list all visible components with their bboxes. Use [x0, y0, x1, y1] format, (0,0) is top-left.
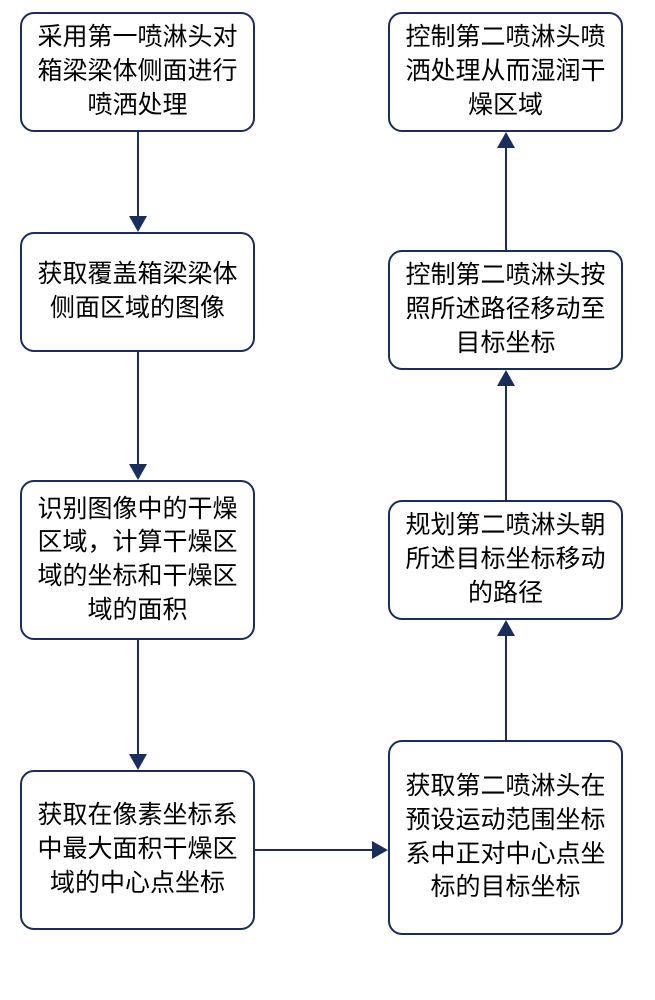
arrow-head-icon — [497, 132, 515, 148]
node-label: 控制第二喷淋头喷洒处理从而湿润干燥区域 — [400, 21, 611, 122]
node-label: 获取第二喷淋头在预设运动范围坐标系中正对中心点坐标的目标坐标 — [400, 770, 611, 905]
edge-line — [137, 132, 139, 216]
flowchart-node: 控制第二喷淋头按照所述路径移动至目标坐标 — [388, 250, 623, 370]
flowchart-node: 控制第二喷淋头喷洒处理从而湿润干燥区域 — [388, 12, 623, 132]
node-label: 采用第一喷淋头对箱梁梁体侧面进行喷洒处理 — [32, 21, 243, 122]
arrow-head-icon — [372, 841, 388, 859]
arrow-head-icon — [129, 754, 147, 770]
arrow-head-icon — [129, 216, 147, 232]
edge-line — [137, 352, 139, 464]
edge-line — [505, 636, 507, 740]
node-label: 控制第二喷淋头按照所述路径移动至目标坐标 — [400, 259, 611, 360]
edge-line — [505, 148, 507, 250]
flowchart-node: 获取在像素坐标系中最大面积干燥区域的中心点坐标 — [20, 770, 255, 930]
edge-line — [255, 849, 372, 851]
node-label: 规划第二喷淋头朝所述目标坐标移动的路径 — [400, 509, 611, 610]
node-label: 识别图像中的干燥区域，计算干燥区域的坐标和干燥区域的面积 — [32, 493, 243, 628]
flowchart-node: 识别图像中的干燥区域，计算干燥区域的坐标和干燥区域的面积 — [20, 480, 255, 640]
arrow-head-icon — [497, 370, 515, 386]
flowchart-node: 规划第二喷淋头朝所述目标坐标移动的路径 — [388, 500, 623, 620]
flowchart-node: 获取第二喷淋头在预设运动范围坐标系中正对中心点坐标的目标坐标 — [388, 740, 623, 935]
node-label: 获取在像素坐标系中最大面积干燥区域的中心点坐标 — [32, 799, 243, 900]
arrow-head-icon — [497, 620, 515, 636]
edge-line — [137, 640, 139, 754]
arrow-head-icon — [129, 464, 147, 480]
flowchart-node: 获取覆盖箱梁梁体侧面区域的图像 — [20, 232, 255, 352]
edge-line — [505, 386, 507, 500]
node-label: 获取覆盖箱梁梁体侧面区域的图像 — [32, 258, 243, 326]
flowchart-node: 采用第一喷淋头对箱梁梁体侧面进行喷洒处理 — [20, 12, 255, 132]
